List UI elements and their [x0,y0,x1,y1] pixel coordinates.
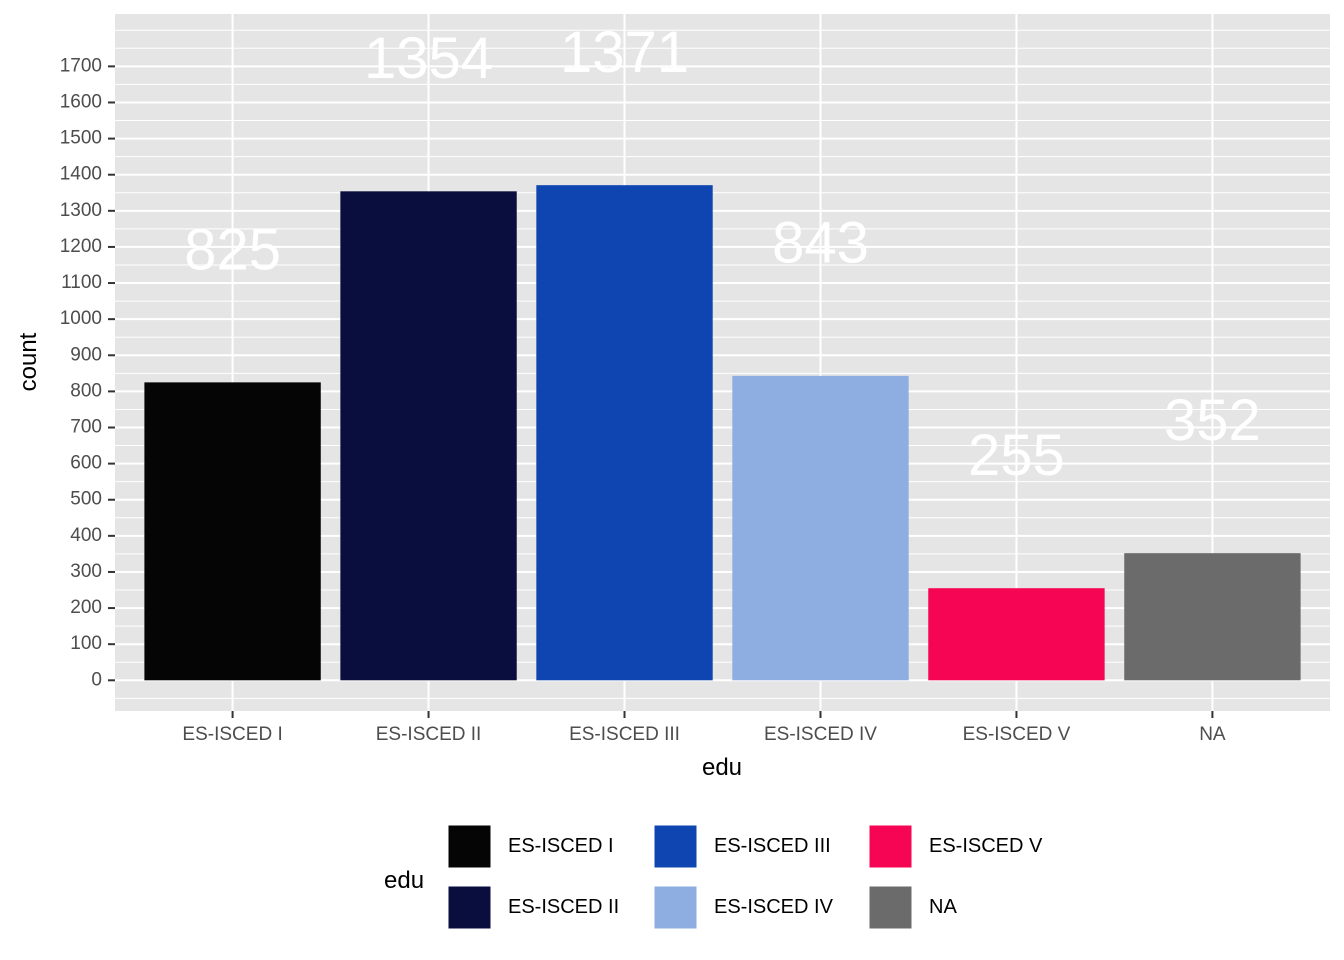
y-tick-label: 0 [91,669,102,690]
data-label: 825 [184,217,281,282]
data-label: 352 [1164,388,1261,453]
data-labels: 825 1354 1371 843 255 352 [184,20,1261,488]
legend-key [447,885,492,930]
y-tick-label: 800 [70,380,102,401]
bar [340,191,517,681]
y-tick-label: 1000 [60,308,102,329]
legend-label: ES-ISCED IV [714,896,834,918]
data-label: 1371 [560,20,689,85]
y-tick-label: 1200 [60,236,102,257]
y-tick-label: 1400 [60,164,102,185]
y-tick-label: 1700 [60,55,102,76]
legend-label: ES-ISCED II [508,896,619,918]
y-tick-label: 1600 [60,91,102,112]
legend-key [868,824,913,869]
y-axis: 0 100 200 300 400 500 600 700 800 900 1000 1100 1200… [60,55,115,690]
y-tick-label: 700 [70,417,102,438]
legend-label: ES-ISCED III [714,835,831,857]
legend-key [653,824,698,869]
legend-label: ES-ISCED I [508,835,614,857]
data-label: 1354 [364,26,493,91]
legend: edu ES-ISCED I ES-ISCED II ES-ISCED III ES-… [384,824,1043,930]
x-tick-label: ES-ISCED I [182,724,282,745]
data-label: 255 [968,423,1065,488]
bars [144,185,1301,681]
y-tick-label: 300 [70,561,102,582]
bar [1124,553,1301,681]
legend-title: edu [384,867,424,894]
y-tick-label: 1500 [60,128,102,149]
y-tick-label: 100 [70,633,102,654]
bar [732,375,909,681]
x-tick-label: ES-ISCED V [963,724,1071,745]
legend-key [868,885,913,930]
bar [536,185,713,681]
y-axis-title: count [15,332,42,391]
y-tick-label: 400 [70,525,102,546]
x-tick-label: ES-ISCED II [376,724,482,745]
y-tick-label: 1100 [61,272,102,293]
legend-label: ES-ISCED V [929,835,1043,857]
bar [928,588,1105,681]
legend-key [653,885,698,930]
x-axis: ES-ISCED I ES-ISCED II ES-ISCED III ES-ISCE… [182,711,1226,745]
y-tick-label: 200 [70,597,102,618]
y-tick-label: 1300 [60,200,102,221]
x-tick-label: ES-ISCED III [569,724,680,745]
y-tick-label: 600 [70,453,102,474]
legend-key [447,824,492,869]
y-tick-label: 500 [70,489,102,510]
y-tick-label: 900 [70,344,102,365]
legend-label: NA [929,896,957,918]
data-label: 843 [772,211,869,276]
x-tick-label: ES-ISCED IV [764,724,877,745]
x-tick-label: NA [1199,724,1226,745]
bar [144,382,321,681]
x-axis-title: edu [702,754,742,781]
